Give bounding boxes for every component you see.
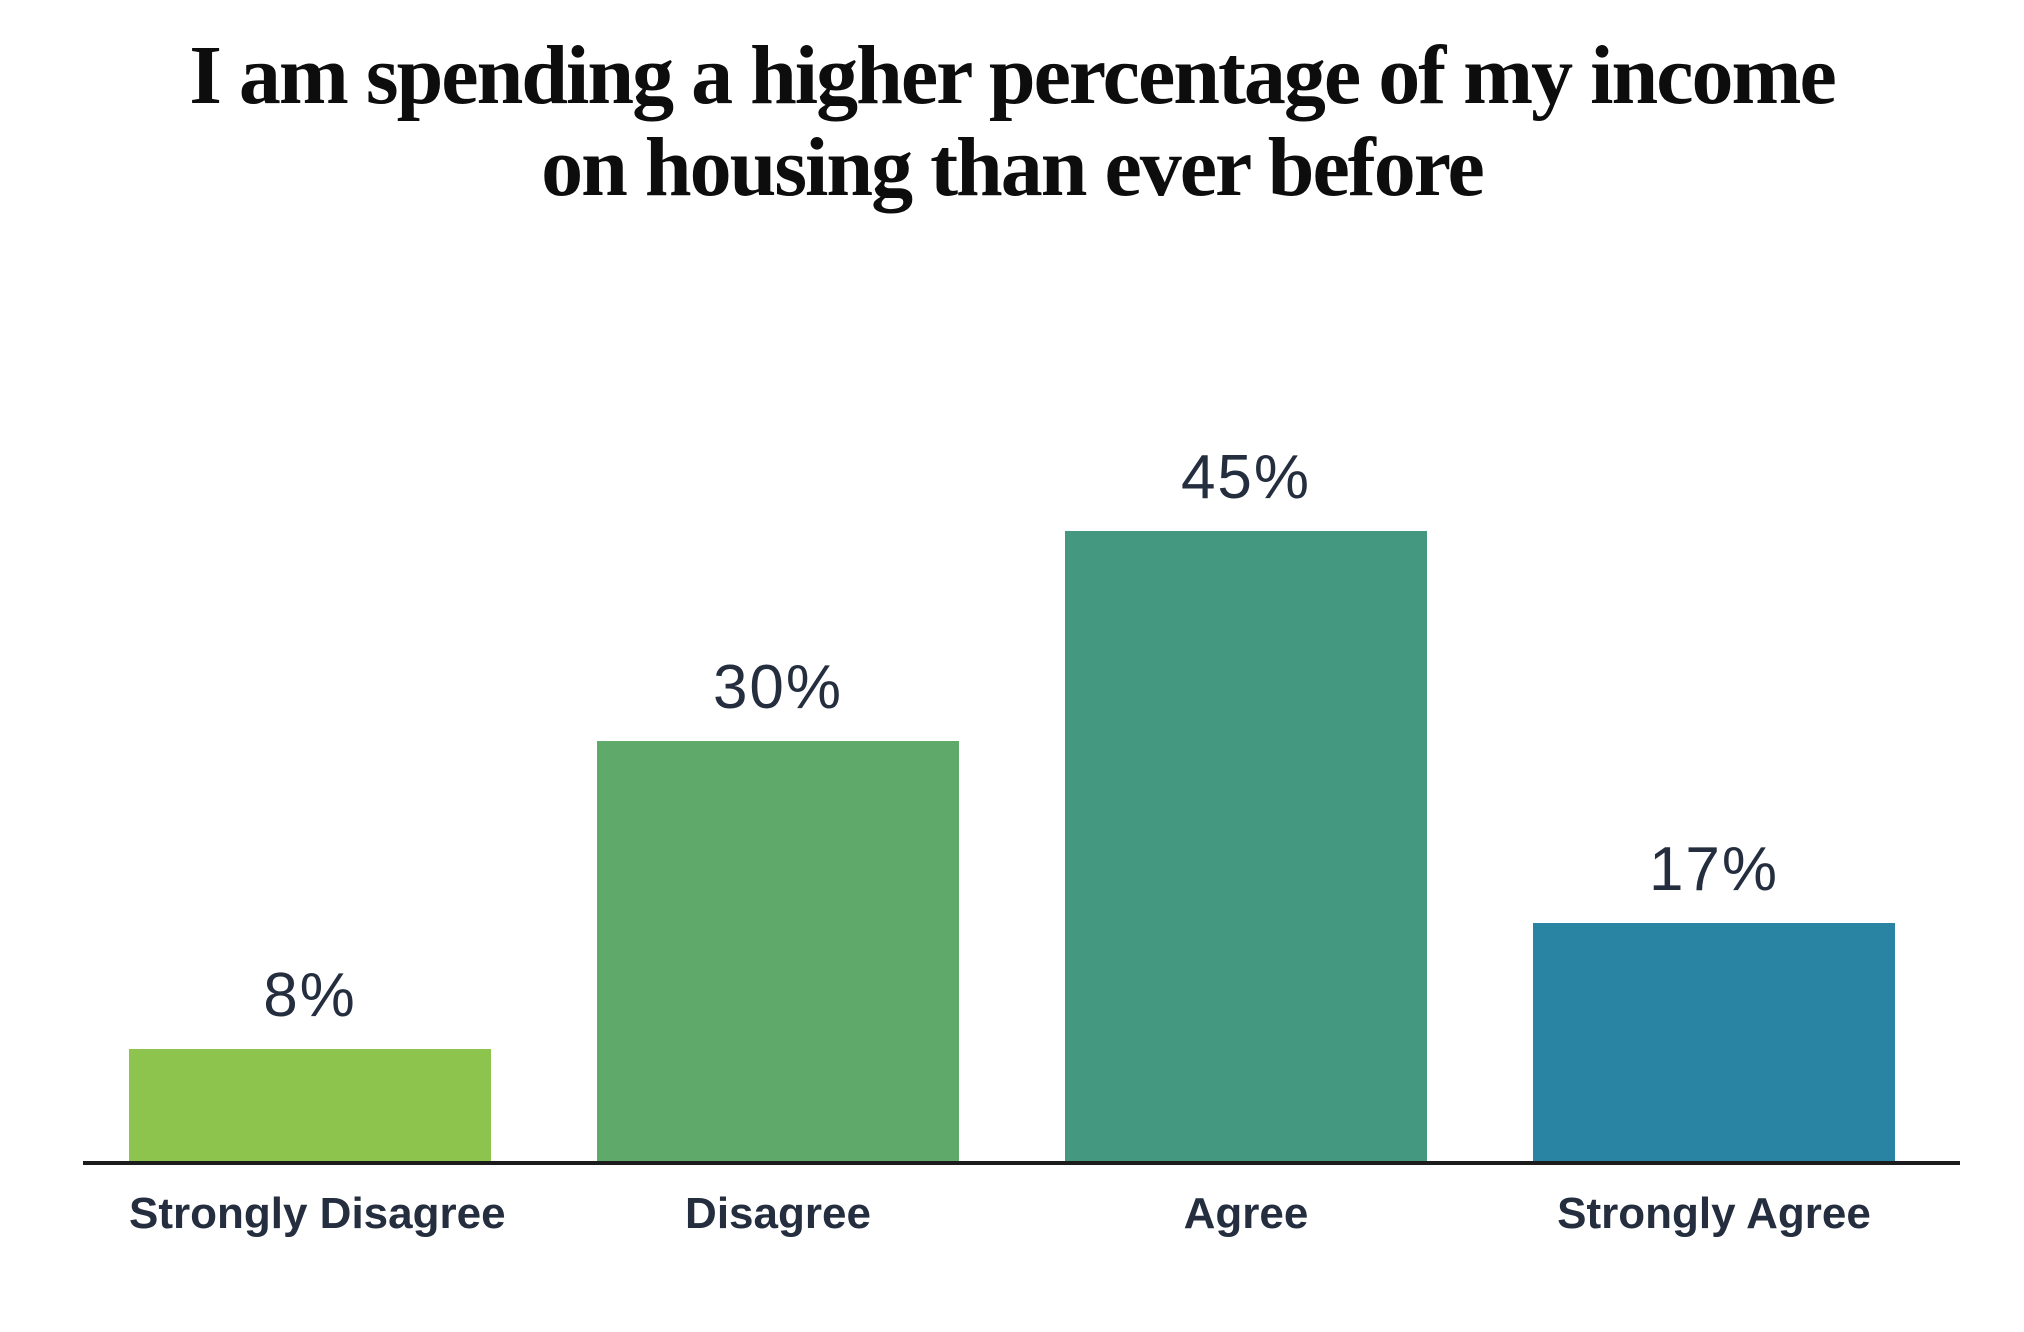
bars-area: 8% 30% 45% 17% [0, 443, 2024, 1161]
bar-value-label: 17% [1648, 834, 1780, 904]
bar-strongly-agree: 17% [1533, 835, 1895, 1161]
bar-value-label: 8% [263, 960, 357, 1030]
bar-strongly-disagree: 8% [129, 961, 491, 1161]
chart-title-line-2: on housing than ever before [541, 121, 1485, 215]
category-label-disagree: Disagree [685, 1188, 871, 1238]
category-label-strongly-disagree: Strongly Disagree [129, 1188, 506, 1238]
bar-value-label: 45% [1180, 442, 1312, 512]
bar-disagree: 30% [597, 653, 959, 1161]
bar-agree: 45% [1065, 443, 1427, 1161]
category-label-strongly-agree: Strongly Agree [1557, 1188, 1871, 1238]
bar-chart: 8% 30% 45% 17% Strongly Disagree Disagre… [0, 443, 2024, 1239]
category-labels-row: Strongly Disagree Disagree Agree Strongl… [0, 1189, 2024, 1239]
category-label-agree: Agree [1183, 1188, 1309, 1238]
chart-title-line-1: I am spending a higher percentage of my … [189, 29, 1837, 122]
bar-value-label: 30% [712, 652, 844, 722]
x-axis-line [83, 1160, 1960, 1165]
chart-title: I am spending a higher percentage of my … [40, 29, 1984, 215]
